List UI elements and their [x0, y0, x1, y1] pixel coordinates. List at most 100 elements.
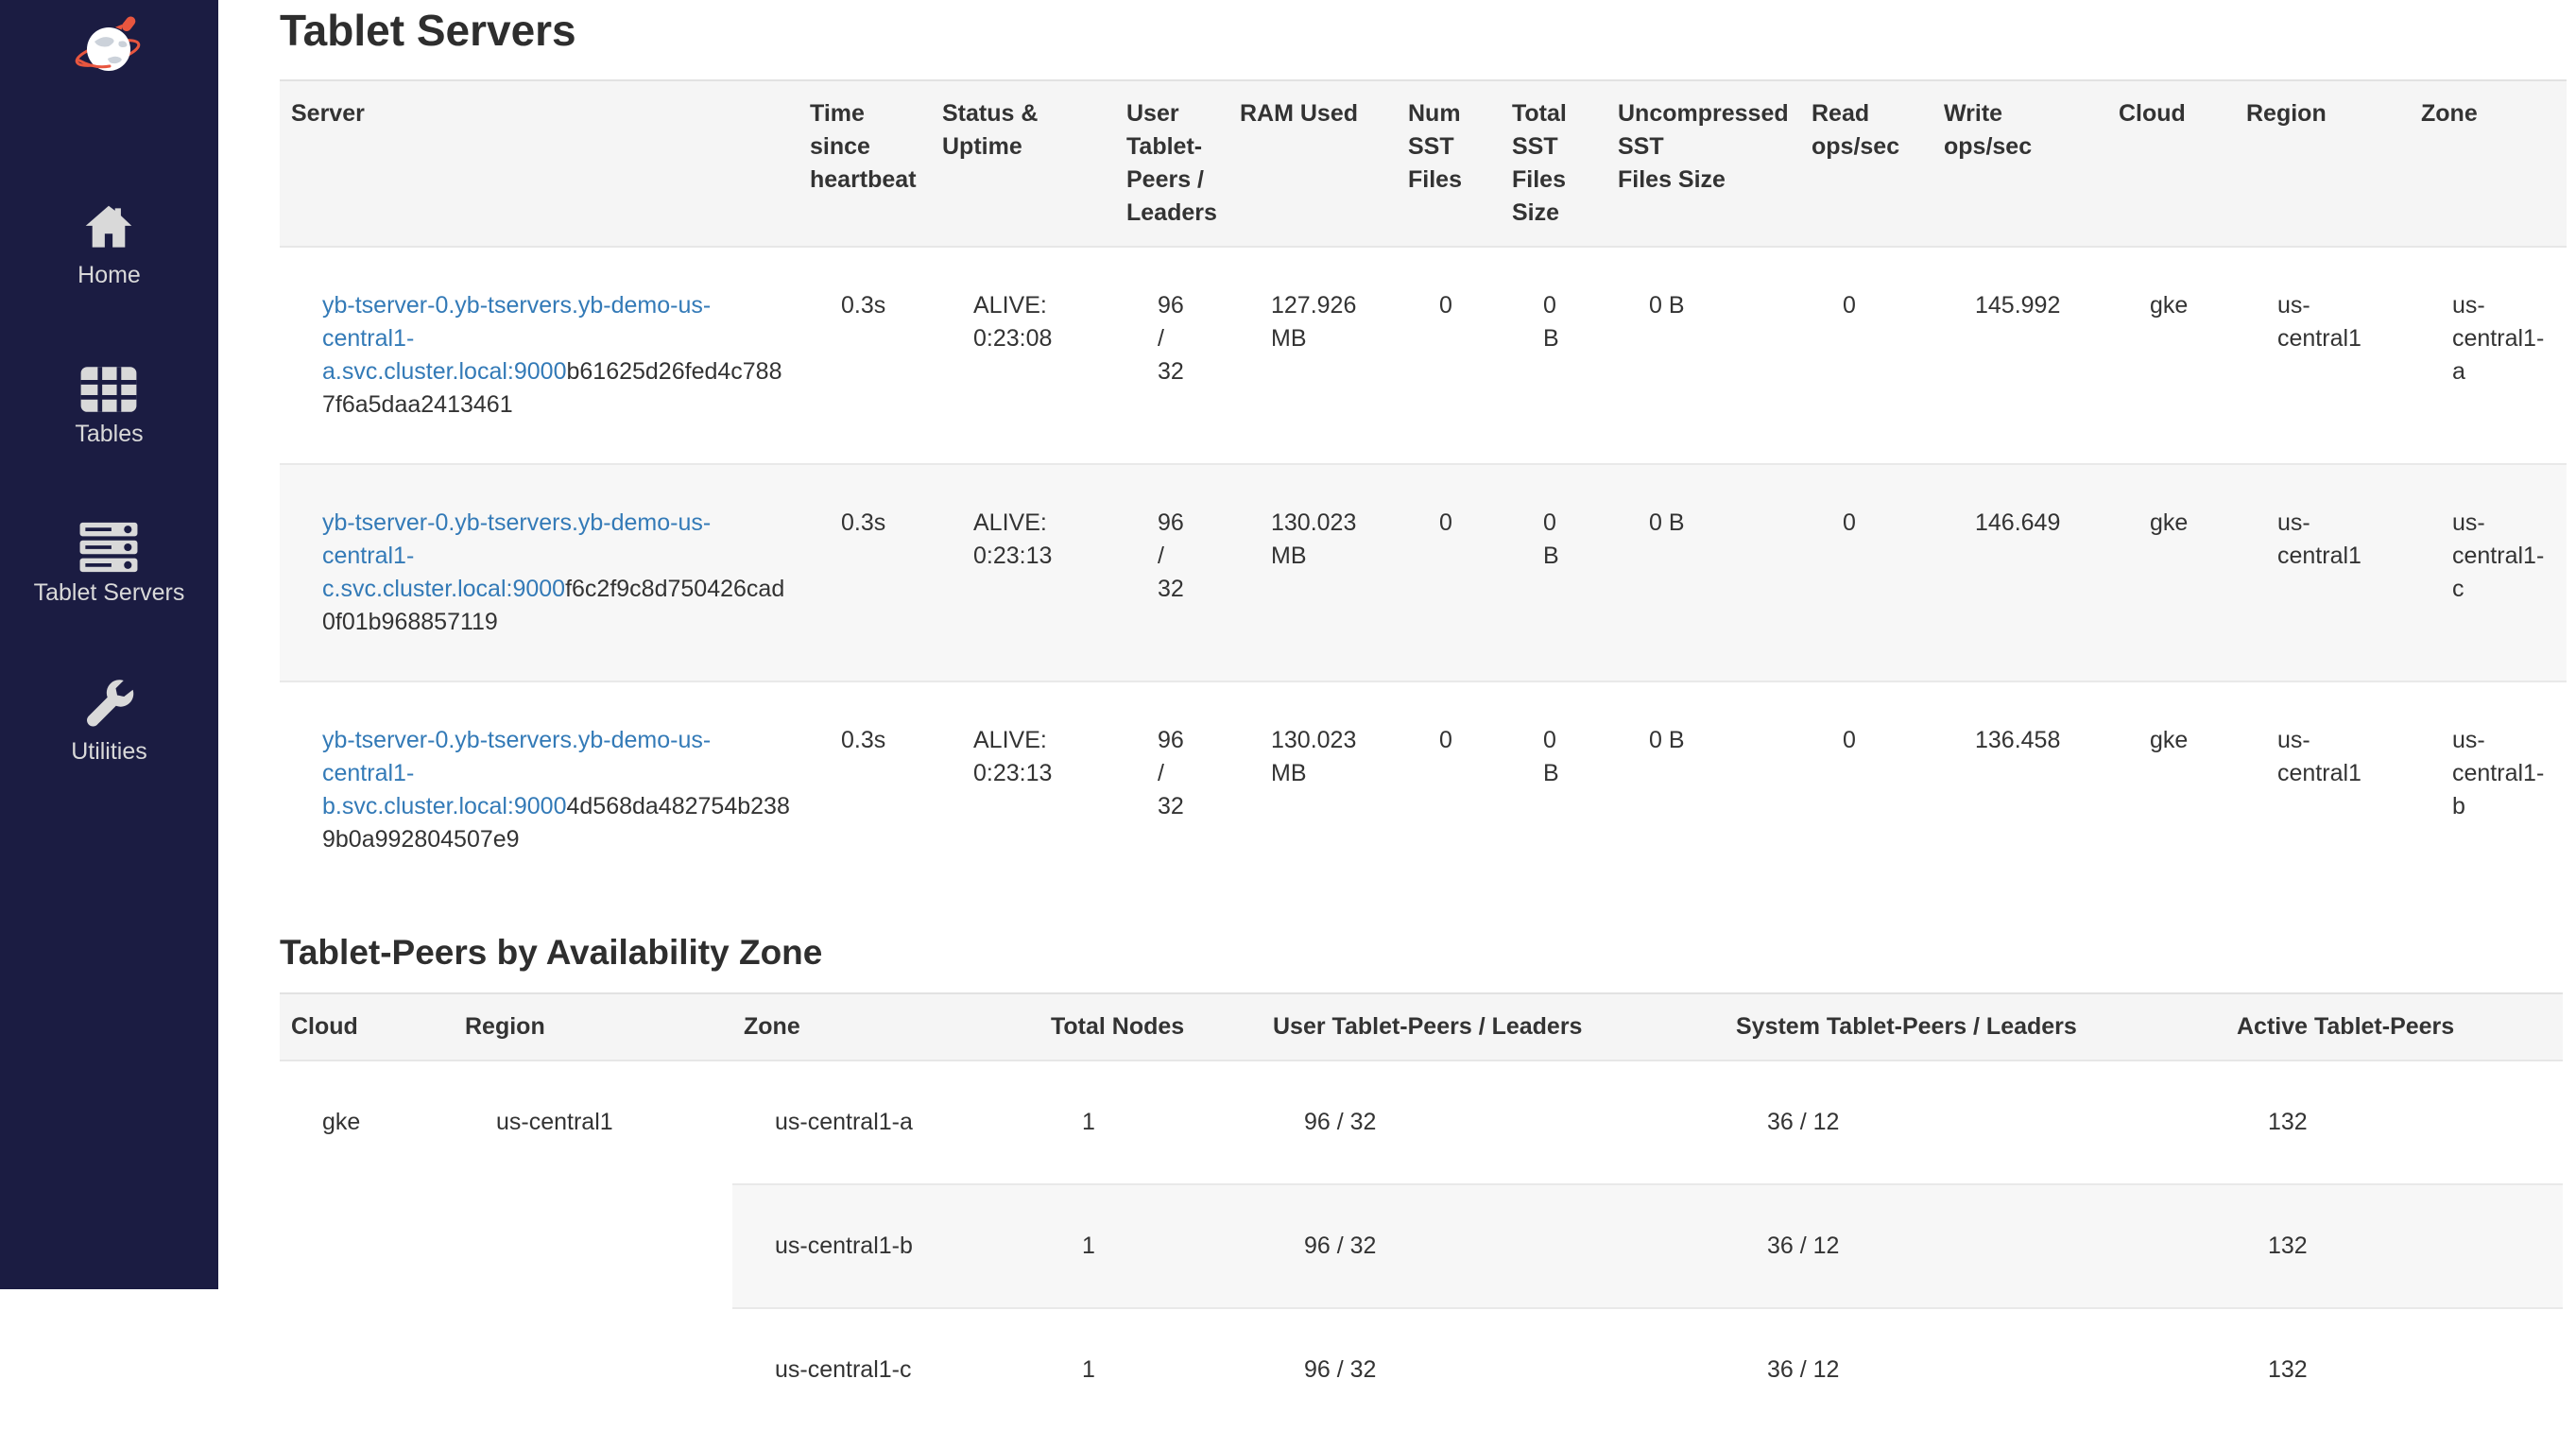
home-icon	[77, 193, 140, 257]
column-header-user-peers: User Tablet-Peers / Leaders	[1262, 993, 1725, 1060]
heartbeat-cell: 0.3s	[799, 681, 931, 898]
rocket-globe-logo-icon	[64, 13, 155, 79]
az-active-peers-cell: 132	[2225, 1184, 2563, 1308]
column-header-zone: Zone	[2410, 80, 2567, 247]
az-zone-cell: us-central1-c	[732, 1308, 1039, 1431]
server-cell: yb-tserver-0.yb-tservers.yb-demo-us- cen…	[280, 681, 799, 898]
az-table: Cloud Region Zone Total Nodes User Table…	[280, 992, 2563, 1431]
column-header-write-ops: Write ops/sec	[1932, 80, 2107, 247]
column-header-region: Region	[454, 993, 732, 1060]
zone-cell: us- central1- c	[2410, 464, 2567, 681]
column-header-num-sst: Num SST Files	[1397, 80, 1501, 247]
uncompressed-sst-cell: 0 B	[1606, 464, 1800, 681]
region-cell: us- central1	[2235, 681, 2410, 898]
tservers-header-row: Server Time since heartbeat Status & Upt…	[280, 80, 2567, 247]
sidebar-item-label: Tables	[75, 418, 143, 450]
write-ops-cell: 136.458	[1932, 681, 2107, 898]
uncompressed-sst-cell: 0 B	[1606, 681, 1800, 898]
num-sst-cell: 0	[1397, 681, 1501, 898]
zone-cell: us- central1- b	[2410, 681, 2567, 898]
server-cell: yb-tserver-0.yb-tservers.yb-demo-us- cen…	[280, 247, 799, 464]
sidebar-item-label: Home	[77, 259, 141, 291]
column-header-server: Server	[280, 80, 799, 247]
page-title: Tablet Servers	[280, 6, 2567, 55]
main-content: Tablet Servers Server Time since heartbe…	[218, 6, 2576, 1431]
sidebar: Home Tables	[0, 0, 218, 1289]
yugabyte-logo[interactable]	[64, 13, 155, 79]
sidebar-item-tables[interactable]: Tables	[75, 352, 143, 450]
column-header-cloud: Cloud	[2107, 80, 2235, 247]
tables-icon	[77, 352, 141, 416]
status-cell: ALIVE: 0:23:13	[931, 464, 1115, 681]
column-header-region: Region	[2235, 80, 2410, 247]
sidebar-item-label: Tablet Servers	[34, 577, 185, 609]
column-header-ram: RAM Used	[1228, 80, 1397, 247]
tserver-row: yb-tserver-0.yb-tservers.yb-demo-us- cen…	[280, 681, 2567, 898]
heartbeat-cell: 0.3s	[799, 464, 931, 681]
sidebar-nav: Home Tables	[34, 193, 185, 828]
tablet-servers-icon	[76, 510, 142, 575]
column-header-heartbeat: Time since heartbeat	[799, 80, 931, 247]
write-ops-cell: 146.649	[1932, 464, 2107, 681]
az-section-title: Tablet-Peers by Availability Zone	[280, 932, 2567, 974]
column-header-cloud: Cloud	[280, 993, 454, 1060]
utilities-icon	[77, 669, 140, 733]
ram-cell: 127.926 MB	[1228, 247, 1397, 464]
write-ops-cell: 145.992	[1932, 247, 2107, 464]
total-sst-cell: 0 B	[1501, 681, 1606, 898]
az-zone-cell: us-central1-a	[732, 1060, 1039, 1184]
sidebar-item-home[interactable]: Home	[77, 193, 141, 291]
cloud-cell: gke	[2107, 247, 2235, 464]
tserver-row: yb-tserver-0.yb-tservers.yb-demo-us- cen…	[280, 464, 2567, 681]
ram-cell: 130.023 MB	[1228, 681, 1397, 898]
column-header-total-sst: Total SST Files Size	[1501, 80, 1606, 247]
total-sst-cell: 0 B	[1501, 247, 1606, 464]
read-ops-cell: 0	[1800, 464, 1932, 681]
user-peers-cell: 96 / 32	[1115, 247, 1228, 464]
az-system-peers-cell: 36 / 12	[1725, 1060, 2225, 1184]
column-header-zone: Zone	[732, 993, 1039, 1060]
sidebar-item-utilities[interactable]: Utilities	[71, 669, 147, 767]
status-cell: ALIVE: 0:23:13	[931, 681, 1115, 898]
read-ops-cell: 0	[1800, 247, 1932, 464]
zone-cell: us- central1- a	[2410, 247, 2567, 464]
server-cell: yb-tserver-0.yb-tservers.yb-demo-us- cen…	[280, 464, 799, 681]
read-ops-cell: 0	[1800, 681, 1932, 898]
user-peers-cell: 96 / 32	[1115, 464, 1228, 681]
az-total-nodes-cell: 1	[1039, 1184, 1262, 1308]
az-system-peers-cell: 36 / 12	[1725, 1184, 2225, 1308]
az-user-peers-cell: 96 / 32	[1262, 1060, 1725, 1184]
status-cell: ALIVE: 0:23:08	[931, 247, 1115, 464]
uncompressed-sst-cell: 0 B	[1606, 247, 1800, 464]
cloud-cell: gke	[2107, 681, 2235, 898]
az-total-nodes-cell: 1	[1039, 1308, 1262, 1431]
tablet-servers-page: { "colors": { "sidebar_bg": "#1b1c42", "…	[0, 6, 2576, 1295]
az-user-peers-cell: 96 / 32	[1262, 1184, 1725, 1308]
tservers-table: Server Time since heartbeat Status & Upt…	[280, 79, 2567, 898]
cloud-cell: gke	[2107, 464, 2235, 681]
column-header-total-nodes: Total Nodes	[1039, 993, 1262, 1060]
sidebar-item-label: Utilities	[71, 735, 147, 767]
az-zone-cell: us-central1-b	[732, 1184, 1039, 1308]
column-header-status: Status & Uptime	[931, 80, 1115, 247]
sidebar-item-tablet-servers[interactable]: Tablet Servers	[34, 510, 185, 609]
num-sst-cell: 0	[1397, 464, 1501, 681]
column-header-system-peers: System Tablet-Peers / Leaders	[1725, 993, 2225, 1060]
column-header-active-peers: Active Tablet-Peers	[2225, 993, 2563, 1060]
az-cloud-cell: gke	[280, 1060, 454, 1431]
az-row: gke us-central1 us-central1-a 1 96 / 32 …	[280, 1060, 2563, 1184]
az-total-nodes-cell: 1	[1039, 1060, 1262, 1184]
column-header-uncompressed-sst: Uncompressed SST Files Size	[1606, 80, 1800, 247]
region-cell: us- central1	[2235, 247, 2410, 464]
column-header-user-peers: User Tablet- Peers / Leaders	[1115, 80, 1228, 247]
az-header-row: Cloud Region Zone Total Nodes User Table…	[280, 993, 2563, 1060]
az-user-peers-cell: 96 / 32	[1262, 1308, 1725, 1431]
region-cell: us- central1	[2235, 464, 2410, 681]
column-header-read-ops: Read ops/sec	[1800, 80, 1932, 247]
heartbeat-cell: 0.3s	[799, 247, 931, 464]
user-peers-cell: 96 / 32	[1115, 681, 1228, 898]
tserver-row: yb-tserver-0.yb-tservers.yb-demo-us- cen…	[280, 247, 2567, 464]
num-sst-cell: 0	[1397, 247, 1501, 464]
az-active-peers-cell: 132	[2225, 1308, 2563, 1431]
ram-cell: 130.023 MB	[1228, 464, 1397, 681]
